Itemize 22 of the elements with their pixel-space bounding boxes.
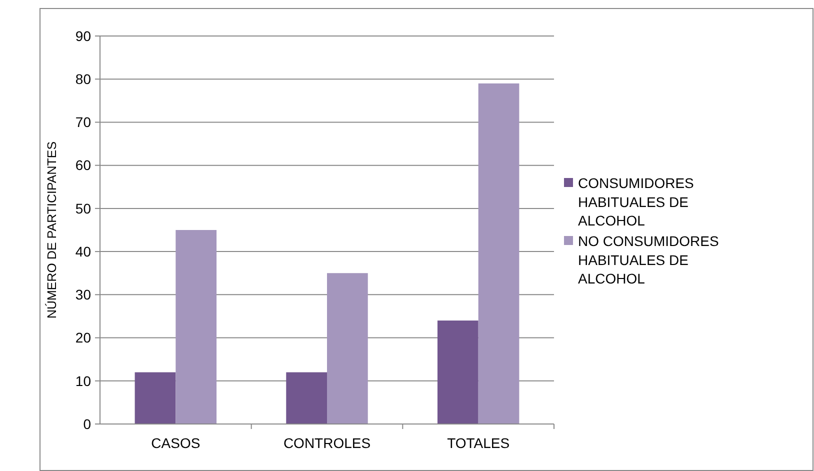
y-axis-title: NÚMERO DE PARTICIPANTES [45,141,59,319]
bar [478,83,520,424]
x-tick-label: CASOS [151,435,200,451]
y-tick-label: 30 [75,286,92,303]
y-tick-label: 90 [75,28,92,44]
legend-label: NO CONSUMIDORES HABITUALES DE ALCOHOL [578,232,719,287]
y-tick-label: 20 [75,330,92,346]
bar [327,273,368,424]
x-tick-label: CONTROLES [283,435,371,451]
bar [286,372,327,424]
legend-label: CONSUMIDORES HABITUALES DE ALCOHOL [578,174,694,229]
bar [134,372,176,424]
y-tick-label: 70 [75,114,92,130]
y-tick-label: 0 [83,416,92,432]
x-tick-label: TOTALES [447,435,510,451]
bar [437,320,478,424]
y-tick-label: 50 [75,200,92,216]
y-tick-label: 10 [75,372,92,389]
y-tick-label: 60 [75,157,92,174]
y-tick-label: 40 [75,243,92,260]
y-tick-label: 80 [75,71,92,88]
bar [176,230,217,424]
